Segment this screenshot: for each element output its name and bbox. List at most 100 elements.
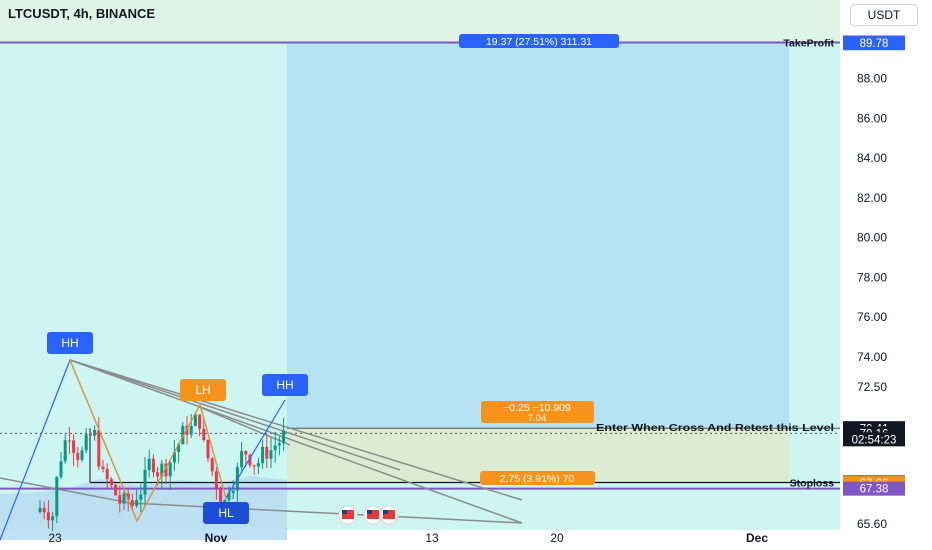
event-flag-canton	[342, 510, 347, 514]
candle-body	[261, 446, 265, 464]
candle-body	[164, 463, 168, 477]
candle-body	[63, 440, 67, 462]
zigzag-orange	[69, 359, 227, 523]
candle-body	[38, 507, 42, 513]
candles	[38, 412, 286, 532]
lh-label-text: LH	[195, 383, 210, 397]
candle-body	[67, 440, 71, 442]
candle-body	[265, 446, 269, 459]
candle-body	[151, 458, 155, 473]
price-label-text: 67.38	[860, 484, 889, 496]
price-label-box	[843, 481, 905, 496]
target-zone	[287, 42, 789, 429]
candle-body	[84, 434, 88, 451]
candle-body	[122, 493, 126, 504]
candle-body	[248, 454, 252, 466]
x-tick-label: Dec	[746, 531, 768, 545]
candle-body	[114, 484, 118, 496]
candle-body	[231, 490, 235, 493]
entry-label-subtext: 7.04	[528, 413, 547, 424]
candle-body	[198, 414, 202, 429]
x-tick-label: 20	[550, 531, 564, 545]
hh-label: HH	[47, 332, 93, 354]
candle-body	[118, 495, 122, 504]
candle-body	[185, 425, 189, 435]
candle-body	[252, 465, 256, 467]
event-flag-canton	[367, 510, 372, 514]
lh-label: LH	[180, 379, 226, 401]
event-flag-canton	[383, 510, 388, 514]
x-tick-label: Nov	[205, 531, 228, 545]
y-tick-label: 82.00	[857, 191, 887, 205]
price-label-box	[843, 432, 905, 447]
hh-label-text: HH	[276, 378, 293, 392]
y-tick-label: 88.00	[857, 72, 887, 86]
event-flag-icon[interactable]	[338, 505, 358, 525]
event-flag-stripe	[342, 510, 354, 519]
takeprofit-label: TakeProfit	[783, 37, 834, 49]
candle-body	[219, 488, 223, 504]
candle-body	[160, 463, 164, 477]
event-flag-stripe	[367, 510, 379, 519]
trend-line	[194, 404, 291, 446]
candle-body	[181, 425, 185, 445]
candle-body	[256, 463, 260, 467]
stop-label-box	[480, 471, 595, 485]
currency-button[interactable]: USDT	[850, 4, 918, 26]
target-label: 19.37 (27.51%) 311.31 TakeProfit	[459, 34, 834, 49]
candle-body	[282, 430, 286, 444]
price-label: 67.38	[843, 481, 905, 496]
candle-body	[80, 450, 84, 460]
trend-line	[69, 359, 523, 524]
event-flag-icon[interactable]	[379, 505, 399, 525]
candle-body	[147, 458, 151, 470]
x-tick-label: 23	[48, 531, 62, 545]
candle-body	[273, 445, 277, 451]
candle-body	[93, 430, 97, 436]
trend-line	[129, 502, 523, 524]
price-label: 89.78	[843, 36, 905, 51]
hh-label-box	[47, 332, 93, 354]
hh-label-box	[262, 374, 308, 396]
candle-body	[46, 512, 50, 521]
stop-label: 2.75 (3.91%) 70 Stoploss	[480, 471, 834, 489]
candle-body	[177, 444, 181, 453]
candle-body	[143, 469, 147, 495]
candle-body	[214, 471, 218, 489]
trend-line	[0, 477, 131, 504]
y-tick-label: 74.00	[857, 350, 887, 364]
y-tick-label: 72.50	[857, 380, 887, 394]
candle-body	[227, 492, 231, 501]
trend-line	[69, 359, 523, 501]
y-tick-label: 86.00	[857, 111, 887, 125]
y-tick-label: 84.00	[857, 151, 887, 165]
candle-body	[202, 428, 206, 441]
candle-body	[206, 440, 210, 459]
y-tick-label: 76.00	[857, 310, 887, 324]
top-zone	[0, 0, 840, 43]
candle-body	[97, 430, 101, 467]
candle-body	[277, 443, 281, 446]
candle-body	[193, 414, 197, 426]
price-label: 02:54:23	[843, 432, 905, 447]
candle-body	[240, 451, 244, 468]
y-tick-label: 65.60	[857, 517, 887, 531]
price-label-text: 02:54:23	[852, 434, 897, 446]
candle-body	[269, 450, 273, 459]
candle-body	[135, 499, 139, 506]
candle-body	[168, 462, 172, 477]
y-tick-label: 78.00	[857, 270, 887, 284]
candle-body	[42, 507, 46, 513]
candle-body	[156, 472, 160, 477]
candle-body	[223, 500, 227, 504]
entry-level-label: Enter When Cross And Retest this Level	[596, 422, 834, 434]
candle-body	[76, 452, 80, 460]
event-flag-icon[interactable]	[363, 505, 383, 525]
candle-body	[130, 499, 134, 506]
stoploss-label: Stoploss	[790, 477, 834, 489]
candle-body	[210, 458, 214, 472]
candle-body	[139, 494, 143, 500]
trend-line	[69, 359, 401, 471]
